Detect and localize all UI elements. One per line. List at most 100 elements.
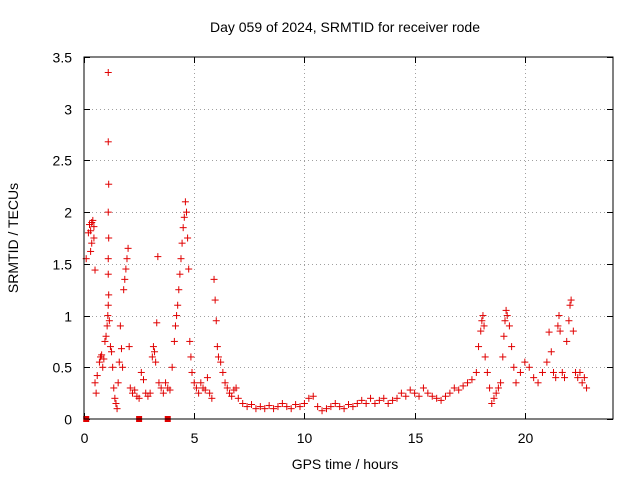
data-point xyxy=(340,405,348,413)
data-point xyxy=(419,384,427,392)
data-point xyxy=(566,301,574,309)
data-point xyxy=(314,403,322,411)
data-point xyxy=(124,244,132,252)
data-point xyxy=(159,389,167,397)
data-point xyxy=(105,317,113,325)
data-point xyxy=(501,317,509,325)
data-point xyxy=(112,399,120,407)
data-point xyxy=(115,358,123,366)
data-point xyxy=(137,368,145,376)
data-point xyxy=(122,265,130,273)
data-point xyxy=(274,403,282,411)
data-point xyxy=(265,402,273,410)
data-point xyxy=(140,376,148,384)
data-point xyxy=(371,399,379,407)
data-point xyxy=(433,394,441,402)
data-point xyxy=(195,389,203,397)
data-point xyxy=(170,337,178,345)
data-point xyxy=(105,291,113,299)
data-point xyxy=(87,247,95,255)
data-point xyxy=(318,407,326,415)
data-point xyxy=(104,270,112,278)
data-point xyxy=(91,266,99,274)
data-point xyxy=(488,399,496,407)
data-point xyxy=(98,351,106,359)
data-point xyxy=(353,399,361,407)
data-point xyxy=(168,363,176,371)
y-tick-label: 1.5 xyxy=(53,257,73,273)
data-point xyxy=(406,386,414,394)
data-point xyxy=(478,317,486,325)
data-point xyxy=(99,363,107,371)
data-point xyxy=(157,384,165,392)
data-point xyxy=(100,355,108,363)
data-point xyxy=(545,328,553,336)
grid xyxy=(84,57,613,419)
data-point xyxy=(479,312,487,320)
data-point xyxy=(510,363,518,371)
data-point xyxy=(331,399,339,407)
data-point xyxy=(93,372,101,380)
data-point xyxy=(389,396,397,404)
data-point xyxy=(176,270,184,278)
data-point xyxy=(349,403,357,411)
data-point xyxy=(153,319,161,327)
data-point xyxy=(555,312,563,320)
data-point xyxy=(441,392,449,400)
data-point xyxy=(197,379,205,387)
data-point xyxy=(411,389,419,397)
data-point xyxy=(155,379,163,387)
data-point xyxy=(492,389,500,397)
data-point xyxy=(252,405,260,413)
data-point xyxy=(103,322,111,330)
data-point xyxy=(362,399,370,407)
x-tick-label: 10 xyxy=(297,430,313,446)
data-point xyxy=(543,358,551,366)
data-point xyxy=(211,296,219,304)
data-point xyxy=(464,379,472,387)
data-point xyxy=(186,337,194,345)
data-point xyxy=(228,392,236,400)
plot-frame xyxy=(83,56,614,420)
data-point xyxy=(89,216,97,224)
data-point xyxy=(131,386,139,394)
data-point xyxy=(171,322,179,330)
data-point xyxy=(208,394,216,402)
x-tick-label: 15 xyxy=(408,430,424,446)
data-point xyxy=(499,353,507,361)
data-point xyxy=(91,379,99,387)
data-point xyxy=(534,379,542,387)
data-point xyxy=(345,401,352,409)
data-point xyxy=(135,394,143,402)
data-point xyxy=(152,358,160,366)
data-point xyxy=(125,343,133,351)
data-point xyxy=(232,384,240,392)
data-point xyxy=(206,389,214,397)
x-tick-label: 5 xyxy=(191,430,199,446)
x-tick-label: 20 xyxy=(518,430,534,446)
data-point xyxy=(181,198,189,206)
data-point xyxy=(105,234,113,242)
data-point xyxy=(214,353,222,361)
data-point xyxy=(162,379,170,387)
data-point xyxy=(322,405,330,413)
data-point xyxy=(192,384,200,392)
data-point xyxy=(95,358,103,366)
data-point xyxy=(327,403,335,411)
data-point xyxy=(175,286,183,294)
data-point xyxy=(113,405,121,413)
data-point xyxy=(90,234,98,242)
data-point xyxy=(574,374,582,382)
data-point xyxy=(174,301,182,309)
data-point xyxy=(446,389,454,397)
data-point xyxy=(104,255,112,263)
data-point xyxy=(187,353,195,361)
data-point xyxy=(358,396,366,404)
data-point xyxy=(450,384,458,392)
data-point xyxy=(123,255,131,263)
data-point xyxy=(178,239,186,247)
axis-ticks xyxy=(84,57,613,420)
y-axis-label: SRMTID / TECUs xyxy=(5,183,21,293)
data-point xyxy=(336,403,344,411)
data-point xyxy=(500,332,508,340)
